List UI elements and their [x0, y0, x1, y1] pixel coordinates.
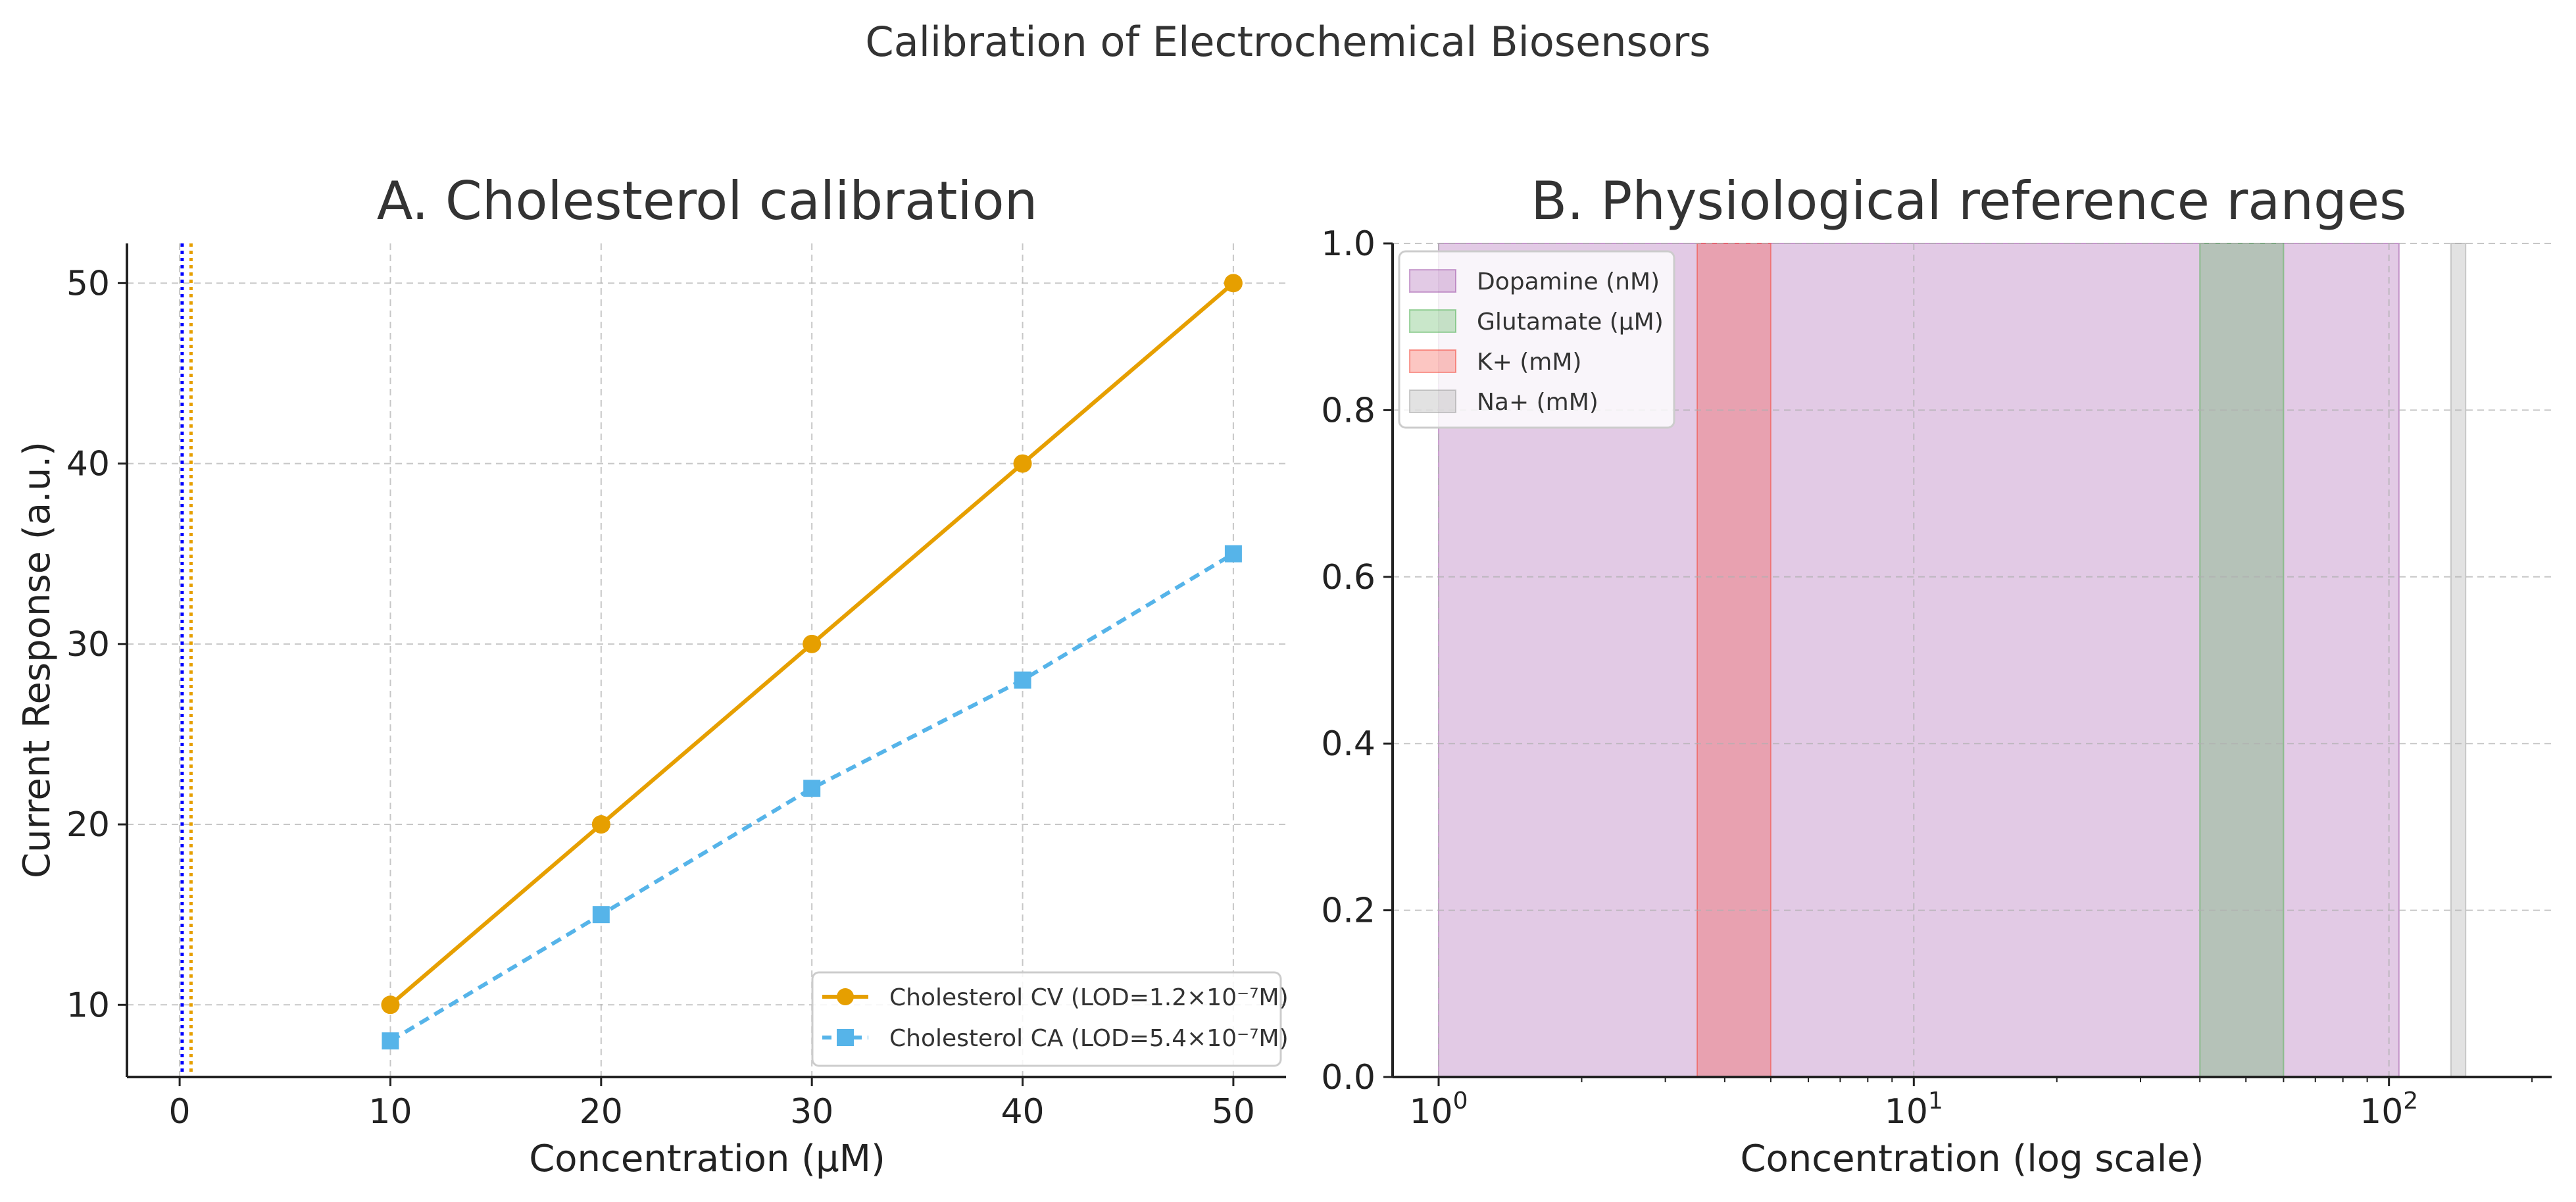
legend-swatch-sodium	[1409, 389, 1456, 413]
panel-a-ytick-label: 40	[66, 445, 110, 484]
legend-ca-marker	[837, 1029, 854, 1046]
panel-b-title: B. Physiological reference ranges	[1531, 170, 2406, 232]
figure-title: Calibration of Electrochemical Biosensor…	[865, 18, 1710, 66]
panel-b-ytick-label: 0.4	[1321, 724, 1375, 764]
panel-b-ytick-label: 0.0	[1321, 1058, 1375, 1097]
panel-a-ylabel: Current Response (a.u.)	[16, 441, 59, 878]
series-ca-point	[592, 906, 610, 924]
series-ca-point	[382, 1032, 399, 1050]
panel-a-lod-lines	[180, 243, 193, 1077]
series-ca-line	[389, 552, 1235, 1043]
panel-a-legend: Cholesterol CV (LOD=1.2×10⁻⁷M) Cholester…	[811, 971, 1289, 1067]
panel-a-grid	[127, 243, 1286, 1077]
panel-a-ytick-label: 30	[66, 625, 110, 664]
panel-a-axes	[126, 243, 1286, 1078]
panel-a-xlabel: Concentration (μM)	[529, 1138, 885, 1180]
panel-a-xtick-label: 10	[368, 1092, 412, 1132]
panel-b-ytick-label: 1.0	[1321, 224, 1375, 264]
series-ca-point	[1014, 671, 1031, 689]
legend-label-glutamate: Glutamate (μM)	[1477, 309, 1664, 336]
panel-a-ytick-label: 50	[66, 264, 110, 303]
panel-a-xtick-label: 40	[1001, 1092, 1044, 1132]
legend-cv-label: Cholesterol CV (LOD=1.2×10⁻⁷M)	[889, 984, 1289, 1011]
panel-b-legend-box	[1398, 250, 1675, 429]
panel-a-xtick-label: 50	[1212, 1092, 1255, 1132]
panel-a-y-ticks: 10 20 30 40 50	[66, 264, 127, 1025]
panel-b-xtick-label: 102	[2360, 1088, 2418, 1132]
legend-swatch-glutamate	[1409, 309, 1456, 333]
panel-b-xlabel: Concentration (log scale)	[1740, 1138, 2204, 1180]
panel-b-xtick-label: 100	[1409, 1088, 1468, 1132]
panel-b-ytick-label: 0.2	[1321, 891, 1375, 931]
panel-b-ytick-label: 0.8	[1321, 391, 1375, 430]
series-cv-point	[803, 634, 822, 653]
legend-swatch-potassium	[1409, 349, 1456, 373]
legend-label-dopamine: Dopamine (nM)	[1477, 268, 1660, 295]
legend-label-sodium: Na+ (mM)	[1477, 389, 1598, 416]
band-glutamate	[2199, 243, 2285, 1078]
series-cv-point	[1013, 454, 1032, 473]
panel-a-x-ticks: 0 10 20 30 40 50	[169, 1077, 1255, 1132]
panel-a-chart: A. Cholesterol calibration 0 10 20 30 40 50 1…	[16, 170, 1289, 1180]
series-cv-point	[591, 815, 610, 834]
panel-a-xtick-label: 0	[169, 1092, 191, 1132]
legend-swatch-dopamine	[1409, 269, 1456, 293]
panel-a-xtick-label: 20	[580, 1092, 623, 1132]
series-ca-point	[1224, 545, 1242, 563]
legend-label-potassium: K+ (mM)	[1477, 349, 1581, 376]
panel-b-x-ticks: 100 101 102	[1409, 1077, 2533, 1132]
panel-b-xtick-label: 101	[1885, 1088, 1943, 1132]
series-cv-point	[381, 995, 400, 1014]
panel-b-legend-items: Dopamine (nM) Glutamate (μM) K+ (mM) Na+ (m…	[1409, 268, 1664, 416]
panel-a-title: A. Cholesterol calibration	[377, 170, 1038, 232]
band-sodium	[2450, 243, 2467, 1078]
panel-a-xtick-label: 30	[790, 1092, 833, 1132]
panel-b-chart: B. Physiological reference ranges 100 101…	[1321, 170, 2552, 1180]
legend-ca-label: Cholesterol CA (LOD=5.4×10⁻⁷M)	[889, 1025, 1289, 1052]
panel-b-ytick-label: 0.6	[1321, 558, 1375, 597]
series-ca-point	[803, 780, 821, 797]
panel-b-legend: Dopamine (nM) Glutamate (μM) K+ (mM) Na+ (m…	[1398, 250, 1675, 429]
panel-a-ytick-label: 10	[66, 986, 110, 1025]
panel-a-legend-box	[811, 971, 1282, 1067]
legend-cv-marker	[837, 988, 854, 1005]
series-cv-point	[1224, 274, 1243, 293]
panel-a-series	[381, 274, 1243, 1050]
panel-b-y-ticks: 0.0 0.2 0.4 0.6 0.8 1.0	[1321, 224, 1393, 1097]
panel-a-ytick-label: 20	[66, 805, 110, 845]
band-potassium	[1696, 243, 1771, 1078]
panel-b-axes	[1391, 243, 2552, 1078]
